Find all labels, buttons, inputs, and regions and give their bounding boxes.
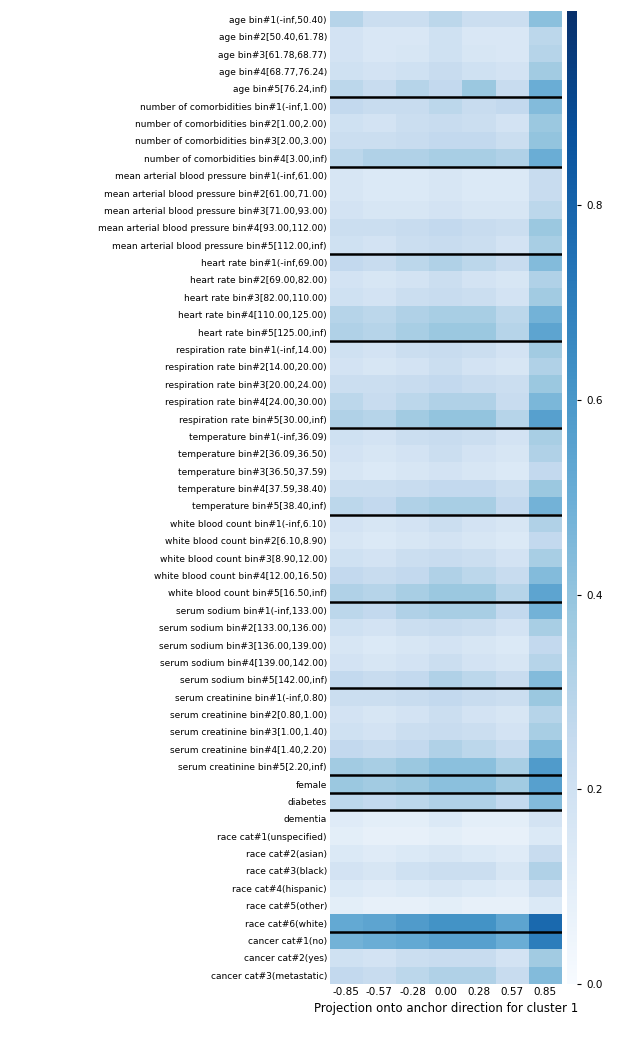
X-axis label: Projection onto anchor direction for cluster 1: Projection onto anchor direction for clu… bbox=[314, 1002, 578, 1016]
